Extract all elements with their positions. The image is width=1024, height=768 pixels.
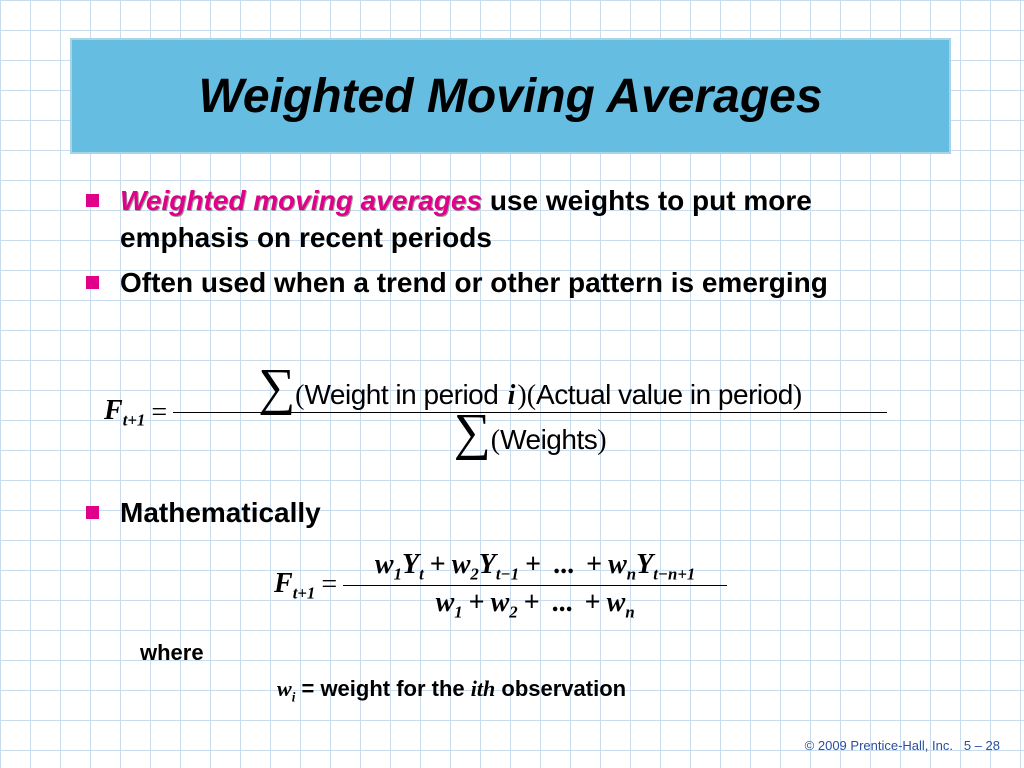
symbol: w bbox=[490, 586, 510, 618]
denominator: w1 + w2 +... + wn bbox=[436, 586, 635, 623]
title: Weighted Moving Averages bbox=[198, 69, 823, 123]
bullet-text: Often used when a trend or other pattern… bbox=[120, 267, 828, 298]
paren: ) bbox=[597, 425, 607, 456]
symbol: F bbox=[274, 567, 293, 599]
copyright: © 2009 Prentice-Hall, Inc. bbox=[804, 738, 953, 753]
symbol: Y bbox=[478, 549, 496, 580]
paren: ( bbox=[295, 380, 305, 411]
symbol: Y bbox=[636, 549, 654, 580]
term: wn bbox=[607, 586, 635, 623]
symbol: w bbox=[606, 586, 626, 618]
fraction: w1 Yt + w2 Yt−1 +... + wn Yt−n+1 w1 + w2 +... + wn bbox=[343, 548, 728, 623]
subscript: 2 bbox=[470, 564, 479, 584]
bullet: Often used when a trend or other pattern… bbox=[86, 264, 886, 301]
numerator: w1 Yt + w2 Yt−1 +... + wn Yt−n+1 bbox=[375, 548, 695, 585]
paren: ( bbox=[490, 425, 501, 456]
bullet-marker bbox=[86, 506, 99, 519]
footer: © 2009 Prentice-Hall, Inc. 5 – 28 bbox=[805, 738, 1000, 753]
subscript: 1 bbox=[393, 564, 402, 584]
bullet: Mathematically bbox=[86, 494, 886, 531]
bullet-text: Mathematically bbox=[120, 497, 321, 528]
subscript: t−n+1 bbox=[653, 564, 696, 584]
formula: Ft+1 = w1 Yt + w2 Yt−1 +... + wn Yt−n+1 w1 + w2 +..… bbox=[274, 548, 728, 623]
term: Yt−1 bbox=[479, 548, 519, 585]
numerator: ∑(Weight in period i)(Actual value in pe… bbox=[258, 359, 803, 416]
symbol: F bbox=[104, 395, 123, 427]
formula: Ft+1 = ∑(Weight in period i)(Actual valu… bbox=[104, 359, 888, 461]
bullet: Weighted moving averages use weights to … bbox=[86, 182, 886, 256]
term: w1 bbox=[375, 548, 402, 585]
operator: + bbox=[584, 586, 601, 618]
bullet-marker bbox=[86, 276, 99, 289]
operator: ... bbox=[551, 586, 573, 618]
operator: + bbox=[586, 549, 603, 580]
subscript: t bbox=[419, 564, 424, 584]
operator: + bbox=[468, 586, 485, 618]
text: Weights bbox=[500, 424, 598, 455]
symbol: w bbox=[374, 549, 394, 580]
symbol: wi bbox=[277, 676, 296, 705]
paren: ) bbox=[792, 380, 803, 411]
bullet-text: Weighted moving averages use weights to … bbox=[120, 182, 886, 256]
symbol: w bbox=[277, 676, 292, 701]
operator: + bbox=[525, 549, 542, 580]
subscript: 1 bbox=[454, 602, 463, 622]
subscript: i bbox=[291, 689, 296, 705]
symbol: w bbox=[608, 549, 627, 580]
subscript: t+1 bbox=[122, 410, 146, 430]
formula-lhs: Ft+1 bbox=[104, 394, 145, 431]
symbol: Y bbox=[401, 549, 420, 580]
operator: + bbox=[429, 549, 446, 580]
fraction: ∑(Weight in period i)(Actual value in pe… bbox=[173, 359, 888, 461]
page-number: 5 – 28 bbox=[963, 738, 1000, 753]
equals: = bbox=[151, 396, 168, 428]
denominator: ∑(Weights) bbox=[453, 404, 607, 461]
emphasis: Weighted moving averages bbox=[120, 185, 483, 216]
term: w2 bbox=[452, 548, 479, 585]
term: w2 bbox=[491, 586, 518, 623]
subscript: 2 bbox=[509, 602, 518, 622]
term: Yt−n+1 bbox=[636, 548, 695, 585]
paren: )( bbox=[517, 380, 537, 411]
subscript: t+1 bbox=[292, 583, 316, 603]
subscript: n bbox=[626, 564, 637, 584]
operator: ... bbox=[553, 549, 575, 580]
operator: + bbox=[523, 586, 540, 618]
equals: = bbox=[321, 569, 338, 601]
title-box: Weighted Moving Averages bbox=[70, 38, 951, 154]
term: wi bbox=[277, 676, 296, 705]
text: Actual value in period bbox=[536, 379, 793, 410]
variable: i bbox=[507, 380, 516, 411]
italic-text: ith bbox=[470, 676, 496, 701]
symbol: w bbox=[435, 586, 455, 618]
bullet-marker bbox=[86, 194, 99, 207]
term: Ft+1 bbox=[274, 567, 315, 603]
definition: wi = weight for the ith observation bbox=[277, 676, 626, 705]
term: wn bbox=[608, 548, 636, 585]
text: Weight in period bbox=[304, 379, 506, 410]
text: observation bbox=[501, 676, 627, 701]
sigma: ∑ bbox=[258, 359, 296, 416]
sigma: ∑ bbox=[453, 404, 491, 461]
symbol: w bbox=[451, 549, 471, 580]
term: Ft+1 bbox=[104, 394, 145, 430]
term: w1 bbox=[436, 586, 463, 623]
term: Yt bbox=[402, 548, 424, 585]
text: use weights to put more emphasis on rece… bbox=[120, 185, 812, 253]
subscript: n bbox=[625, 602, 635, 622]
subscript: t−1 bbox=[495, 564, 520, 584]
fraction-bar bbox=[343, 584, 728, 586]
where: where bbox=[140, 640, 204, 665]
fraction-bar bbox=[173, 412, 888, 413]
text: = weight for the bbox=[301, 676, 465, 701]
formula-lhs: Ft+1 bbox=[274, 567, 315, 604]
